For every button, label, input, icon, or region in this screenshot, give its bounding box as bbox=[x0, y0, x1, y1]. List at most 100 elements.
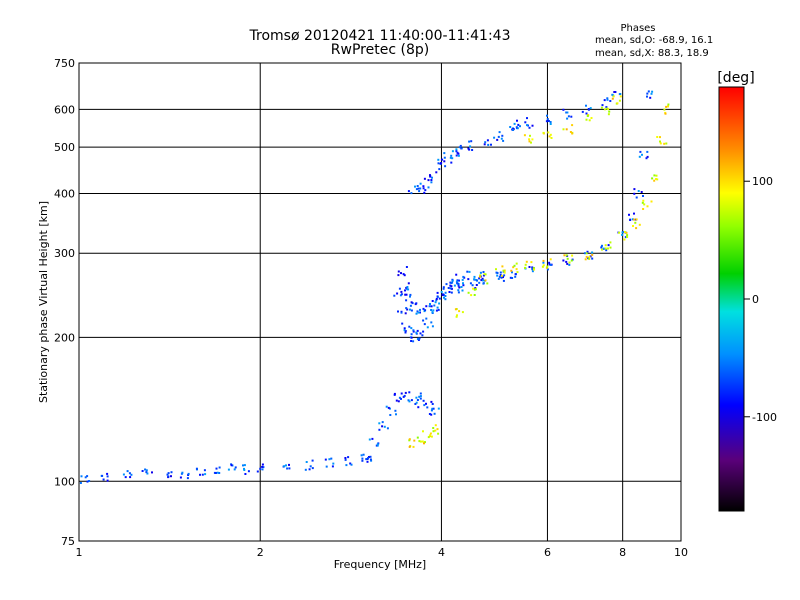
echo-point-x bbox=[502, 269, 505, 272]
echo-point-o bbox=[344, 457, 347, 459]
echo-point-o bbox=[437, 308, 440, 311]
echo-point-o bbox=[216, 471, 219, 474]
echo-point-x bbox=[659, 136, 661, 139]
chart-title: Tromsø 20120421 11:40:00-11:41:43 bbox=[249, 28, 511, 44]
echo-point-o bbox=[423, 177, 426, 180]
echo-point-o bbox=[79, 482, 82, 484]
echo-point-o bbox=[395, 413, 397, 416]
echo-point-x bbox=[436, 428, 439, 431]
echo-point-o bbox=[435, 309, 438, 312]
echo-point-o bbox=[243, 467, 245, 470]
echo-point-x bbox=[563, 254, 566, 257]
echo-point-x bbox=[604, 244, 607, 247]
echo-point-o bbox=[650, 92, 653, 95]
colorbar-tick-label: 0 bbox=[752, 293, 759, 306]
echo-point-o bbox=[288, 467, 291, 470]
echo-point-o bbox=[403, 394, 406, 397]
echo-point-x bbox=[604, 247, 607, 250]
echo-point-o bbox=[388, 407, 391, 410]
echo-point-o bbox=[484, 141, 487, 144]
y-tick-label: 75 bbox=[61, 535, 75, 548]
echo-point-x bbox=[473, 294, 476, 296]
echo-point-o bbox=[243, 469, 246, 471]
echo-point-x bbox=[550, 137, 553, 139]
echo-point-x bbox=[472, 287, 475, 290]
echo-point-o bbox=[471, 149, 474, 151]
echo-point-x bbox=[653, 174, 656, 177]
echo-point-o bbox=[430, 309, 433, 311]
echo-point-o bbox=[606, 98, 609, 101]
echo-point-x bbox=[623, 238, 626, 241]
echo-point-o bbox=[404, 331, 407, 334]
echo-point-o bbox=[244, 473, 247, 475]
echo-point-o bbox=[400, 397, 402, 400]
echo-point-o bbox=[347, 456, 350, 459]
echo-point-o bbox=[256, 470, 259, 473]
echo-point-o bbox=[415, 396, 418, 399]
echo-point-o bbox=[410, 192, 413, 195]
echo-point-o bbox=[400, 272, 402, 275]
echo-point-x bbox=[542, 131, 545, 134]
echo-point-o bbox=[419, 332, 422, 335]
echo-point-o bbox=[426, 326, 429, 329]
echo-point-o bbox=[451, 279, 454, 282]
echo-point-x bbox=[541, 265, 544, 268]
echo-point-x bbox=[590, 117, 593, 119]
echo-point-o bbox=[416, 185, 419, 187]
echo-point-x bbox=[585, 118, 588, 121]
echo-point-o bbox=[408, 400, 411, 403]
echo-point-x bbox=[584, 258, 587, 261]
echo-point-o bbox=[444, 291, 447, 294]
echo-point-x bbox=[549, 258, 552, 261]
echo-point-o bbox=[422, 319, 425, 322]
echo-point-o bbox=[496, 272, 499, 274]
echo-point-o bbox=[486, 139, 489, 142]
echo-point-o bbox=[311, 467, 314, 470]
echo-point-o bbox=[393, 294, 396, 297]
echo-point-o bbox=[458, 286, 461, 289]
echo-point-o bbox=[466, 270, 469, 273]
echo-point-o bbox=[437, 407, 440, 410]
echo-point-o bbox=[422, 185, 425, 188]
echo-point-o bbox=[422, 187, 425, 190]
y-tick-label: 400 bbox=[54, 187, 75, 200]
echo-point-x bbox=[479, 275, 481, 278]
echo-point-o bbox=[88, 480, 91, 482]
echo-point-o bbox=[126, 470, 129, 473]
phase-stats-heading: Phases bbox=[620, 23, 655, 34]
echo-point-o bbox=[325, 465, 328, 468]
echo-point-o bbox=[179, 476, 182, 479]
echo-point-o bbox=[467, 147, 470, 150]
echo-point-x bbox=[665, 142, 668, 145]
echo-point-x bbox=[633, 218, 636, 221]
echo-point-o bbox=[467, 278, 470, 281]
echo-point-x bbox=[618, 99, 621, 102]
echo-point-o bbox=[482, 271, 485, 273]
echo-point-o bbox=[203, 469, 206, 472]
echo-point-o bbox=[517, 123, 520, 126]
echo-point-o bbox=[528, 266, 531, 268]
echo-point-x bbox=[549, 133, 552, 136]
echo-point-o bbox=[474, 287, 477, 290]
echo-point-x bbox=[500, 274, 503, 277]
echo-point-o bbox=[410, 309, 413, 312]
echo-point-o bbox=[547, 120, 550, 122]
echo-point-o bbox=[497, 135, 500, 138]
echo-point-x bbox=[416, 436, 419, 439]
echo-point-x bbox=[455, 315, 458, 318]
chart-subtitle: RwPretec (8p) bbox=[331, 42, 429, 58]
echo-point-o bbox=[451, 150, 454, 153]
echo-point-o bbox=[412, 330, 415, 333]
echo-point-x bbox=[570, 259, 573, 262]
echo-point-x bbox=[569, 131, 572, 133]
echo-point-o bbox=[438, 302, 441, 305]
echo-point-x bbox=[568, 261, 571, 264]
echo-point-o bbox=[416, 399, 419, 401]
echo-point-o bbox=[429, 175, 432, 178]
echo-point-o bbox=[591, 251, 594, 254]
echo-point-o bbox=[633, 188, 636, 191]
echo-point-o bbox=[565, 260, 568, 263]
echo-point-o bbox=[419, 395, 422, 398]
echo-point-x bbox=[529, 134, 531, 137]
echo-point-o bbox=[201, 473, 204, 476]
